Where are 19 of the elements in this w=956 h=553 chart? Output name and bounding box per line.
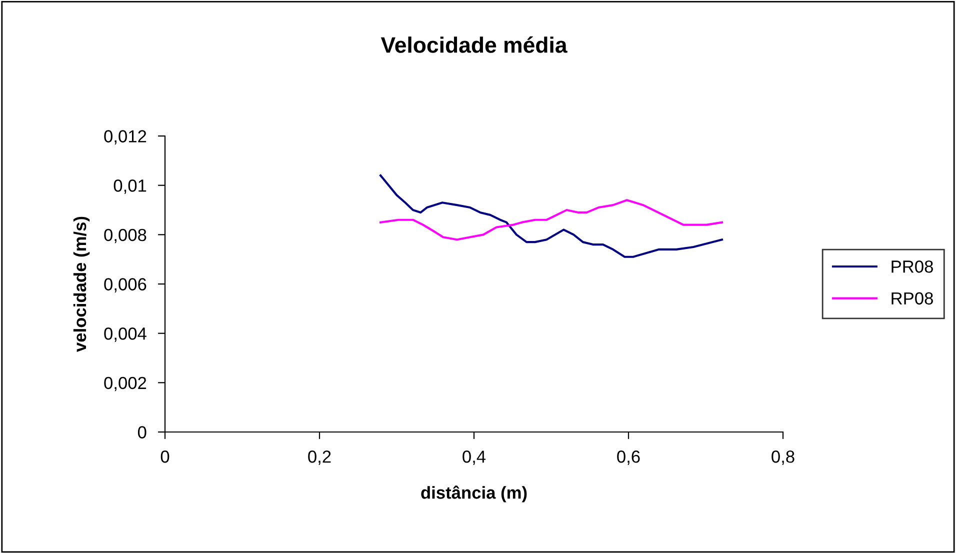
y-tick-label: 0 xyxy=(138,426,146,438)
y-tick-label: 0,002 xyxy=(104,376,146,392)
line-series xyxy=(379,174,724,258)
y-tick-label: 0,006 xyxy=(104,278,146,293)
x-axis-title: distância (m) xyxy=(421,486,527,502)
y-axis-title: velocidade (m/s) xyxy=(73,216,90,352)
x-tick-label: 0,4 xyxy=(462,450,486,465)
y-tick-label: 0,004 xyxy=(104,328,146,342)
y-tick-label: 0,012 xyxy=(104,130,146,145)
legend-label: RP08 xyxy=(892,292,933,305)
x-tick-label: 0,6 xyxy=(617,450,640,465)
x-tick-label: 0,2 xyxy=(308,450,331,465)
x-tick-label: 0 xyxy=(160,450,170,463)
y-tick-label: 0,008 xyxy=(104,228,146,244)
y-tick-label: 0,01 xyxy=(114,180,146,194)
chart-title: Velocidade média xyxy=(380,36,568,53)
line-series xyxy=(379,199,724,241)
x-tick-label: 0,8 xyxy=(772,450,794,465)
legend-label: PR08 xyxy=(892,260,933,273)
